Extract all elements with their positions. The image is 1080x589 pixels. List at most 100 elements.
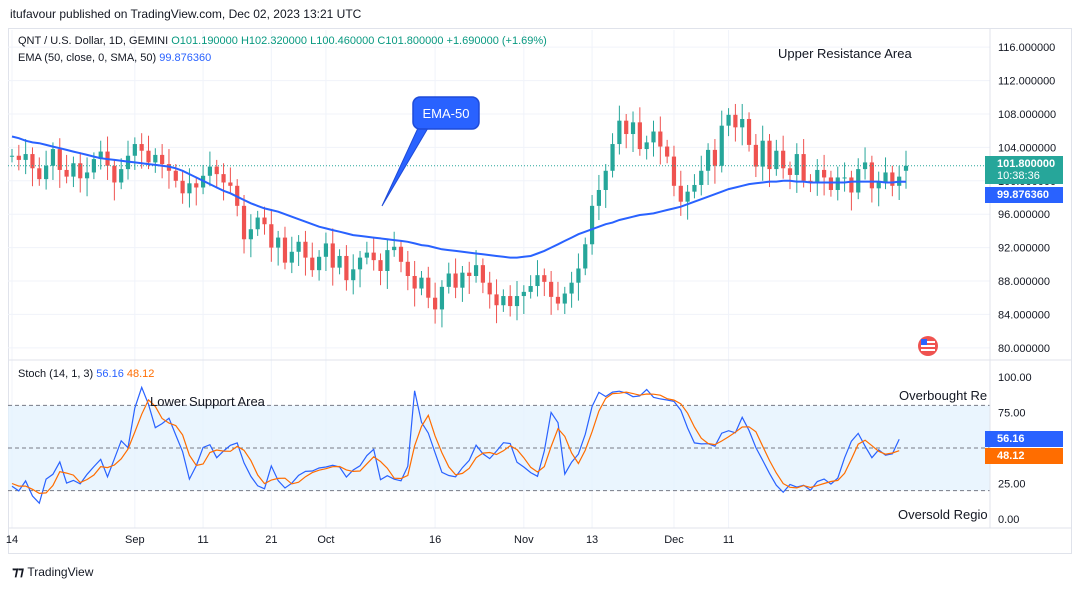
candle-body xyxy=(508,296,513,307)
publish-header: itufavour published on TradingView.com, … xyxy=(10,7,362,21)
price-tick-label: 116.000000 xyxy=(998,42,1055,54)
candle-body xyxy=(699,170,704,185)
upper-resistance-label: Upper Resistance Area xyxy=(778,46,912,61)
time-tick-label: Nov xyxy=(514,534,534,546)
price-badge: 101.800000 10:38:36 xyxy=(985,156,1063,184)
candle-body xyxy=(37,168,42,180)
candle-body xyxy=(426,277,431,298)
candle-body xyxy=(849,177,854,193)
flag-icon[interactable] xyxy=(918,336,938,356)
candle-body xyxy=(296,241,301,252)
candle-body xyxy=(610,144,615,171)
legend-high: H102.320000 xyxy=(240,35,308,47)
candle-body xyxy=(160,154,165,165)
candle-body xyxy=(801,154,806,181)
candle-body xyxy=(71,163,76,177)
candle-body xyxy=(439,286,445,310)
candle-body xyxy=(303,241,308,258)
candle-body xyxy=(822,169,827,178)
price-tick-label: 88.000000 xyxy=(998,276,1050,288)
legend-open: O101.190000 xyxy=(171,35,238,47)
candle-body xyxy=(842,177,847,179)
time-tick-label: 14 xyxy=(6,534,18,546)
candle-body xyxy=(726,114,731,126)
stoch-lines xyxy=(11,385,900,505)
stoch-tick-label: 0.00 xyxy=(998,514,1019,526)
footer: ⁊⁊ TradingView xyxy=(12,564,93,580)
candle-body xyxy=(535,275,540,287)
time-tick-label: 13 xyxy=(586,534,598,546)
candle-body xyxy=(330,243,335,268)
candle-body xyxy=(733,114,738,128)
callout-box xyxy=(412,96,480,130)
candle-body xyxy=(132,144,137,156)
price-tick-label: 84.000000 xyxy=(998,309,1050,321)
candle-body xyxy=(781,150,786,169)
candle-body xyxy=(16,155,21,160)
candle-body xyxy=(712,149,718,166)
candle-body xyxy=(753,144,758,167)
candle-body xyxy=(501,296,506,306)
candle-body xyxy=(282,237,288,263)
candle-body xyxy=(139,144,144,151)
stoch-tick-label: 25.00 xyxy=(998,479,1026,491)
candle-body xyxy=(262,217,267,225)
candle-body xyxy=(364,252,369,258)
candle-body xyxy=(453,273,458,288)
candle-body xyxy=(869,162,874,189)
ema-legend-label: EMA (50, close, 0, SMA, 50) xyxy=(18,52,157,64)
candle-body xyxy=(603,170,608,190)
price-tick-label: 80.000000 xyxy=(998,343,1050,355)
candle-body xyxy=(665,146,670,157)
candle-body xyxy=(835,177,840,190)
ema50-line xyxy=(11,135,907,259)
candle-body xyxy=(705,149,711,171)
price-tick-label: 112.000000 xyxy=(998,76,1055,88)
price-tick-label: 104.000000 xyxy=(998,142,1056,154)
stoch-legend-label: Stoch (14, 1, 3) xyxy=(18,368,94,380)
candle-body xyxy=(740,118,745,128)
time-tick-label: Oct xyxy=(317,534,334,546)
time-tick-label: 16 xyxy=(429,534,441,546)
candle-body xyxy=(119,169,124,183)
candle-body xyxy=(378,260,383,271)
candle-body xyxy=(221,174,226,183)
legend-symbol: QNT / U.S. Dollar, 1D, GEMINI xyxy=(18,35,169,47)
candle-body xyxy=(473,265,479,277)
candle-body xyxy=(84,172,90,179)
candle-body xyxy=(774,150,779,170)
stoch-d-line xyxy=(11,391,900,495)
candle-body xyxy=(310,257,315,271)
time-tick-label: 11 xyxy=(197,534,208,546)
time-tick-label: Sep xyxy=(125,534,145,546)
candle-body xyxy=(815,169,820,182)
candle-body xyxy=(398,246,404,262)
candle-body xyxy=(808,180,813,182)
candle-body xyxy=(255,217,260,230)
candle-body xyxy=(9,155,15,157)
legend-low: L100.460000 xyxy=(310,35,375,47)
candle-body xyxy=(446,273,451,287)
candle-body xyxy=(487,282,492,295)
candlestick-series xyxy=(8,103,990,328)
candle-body xyxy=(112,165,117,183)
callout-text: EMA-50 xyxy=(423,106,470,121)
price-tick-label: 108.000000 xyxy=(998,109,1056,121)
ema-badge: 99.876360 xyxy=(985,187,1063,203)
stoch-tick-label: 100.00 xyxy=(998,372,1032,384)
callout-pointer xyxy=(381,127,429,207)
candle-body xyxy=(903,165,909,171)
candle-body xyxy=(207,166,213,176)
candle-body xyxy=(494,294,499,306)
candle-body xyxy=(678,185,683,202)
candle-body xyxy=(890,172,895,186)
time-tick-label: Dec xyxy=(664,534,684,546)
candle-body xyxy=(316,256,322,271)
candle-body xyxy=(419,277,424,289)
candle-body xyxy=(562,293,567,304)
candle-body xyxy=(57,149,62,170)
time-tick-label: 21 xyxy=(265,534,277,546)
candle-body xyxy=(241,205,247,240)
candle-body xyxy=(651,131,656,143)
